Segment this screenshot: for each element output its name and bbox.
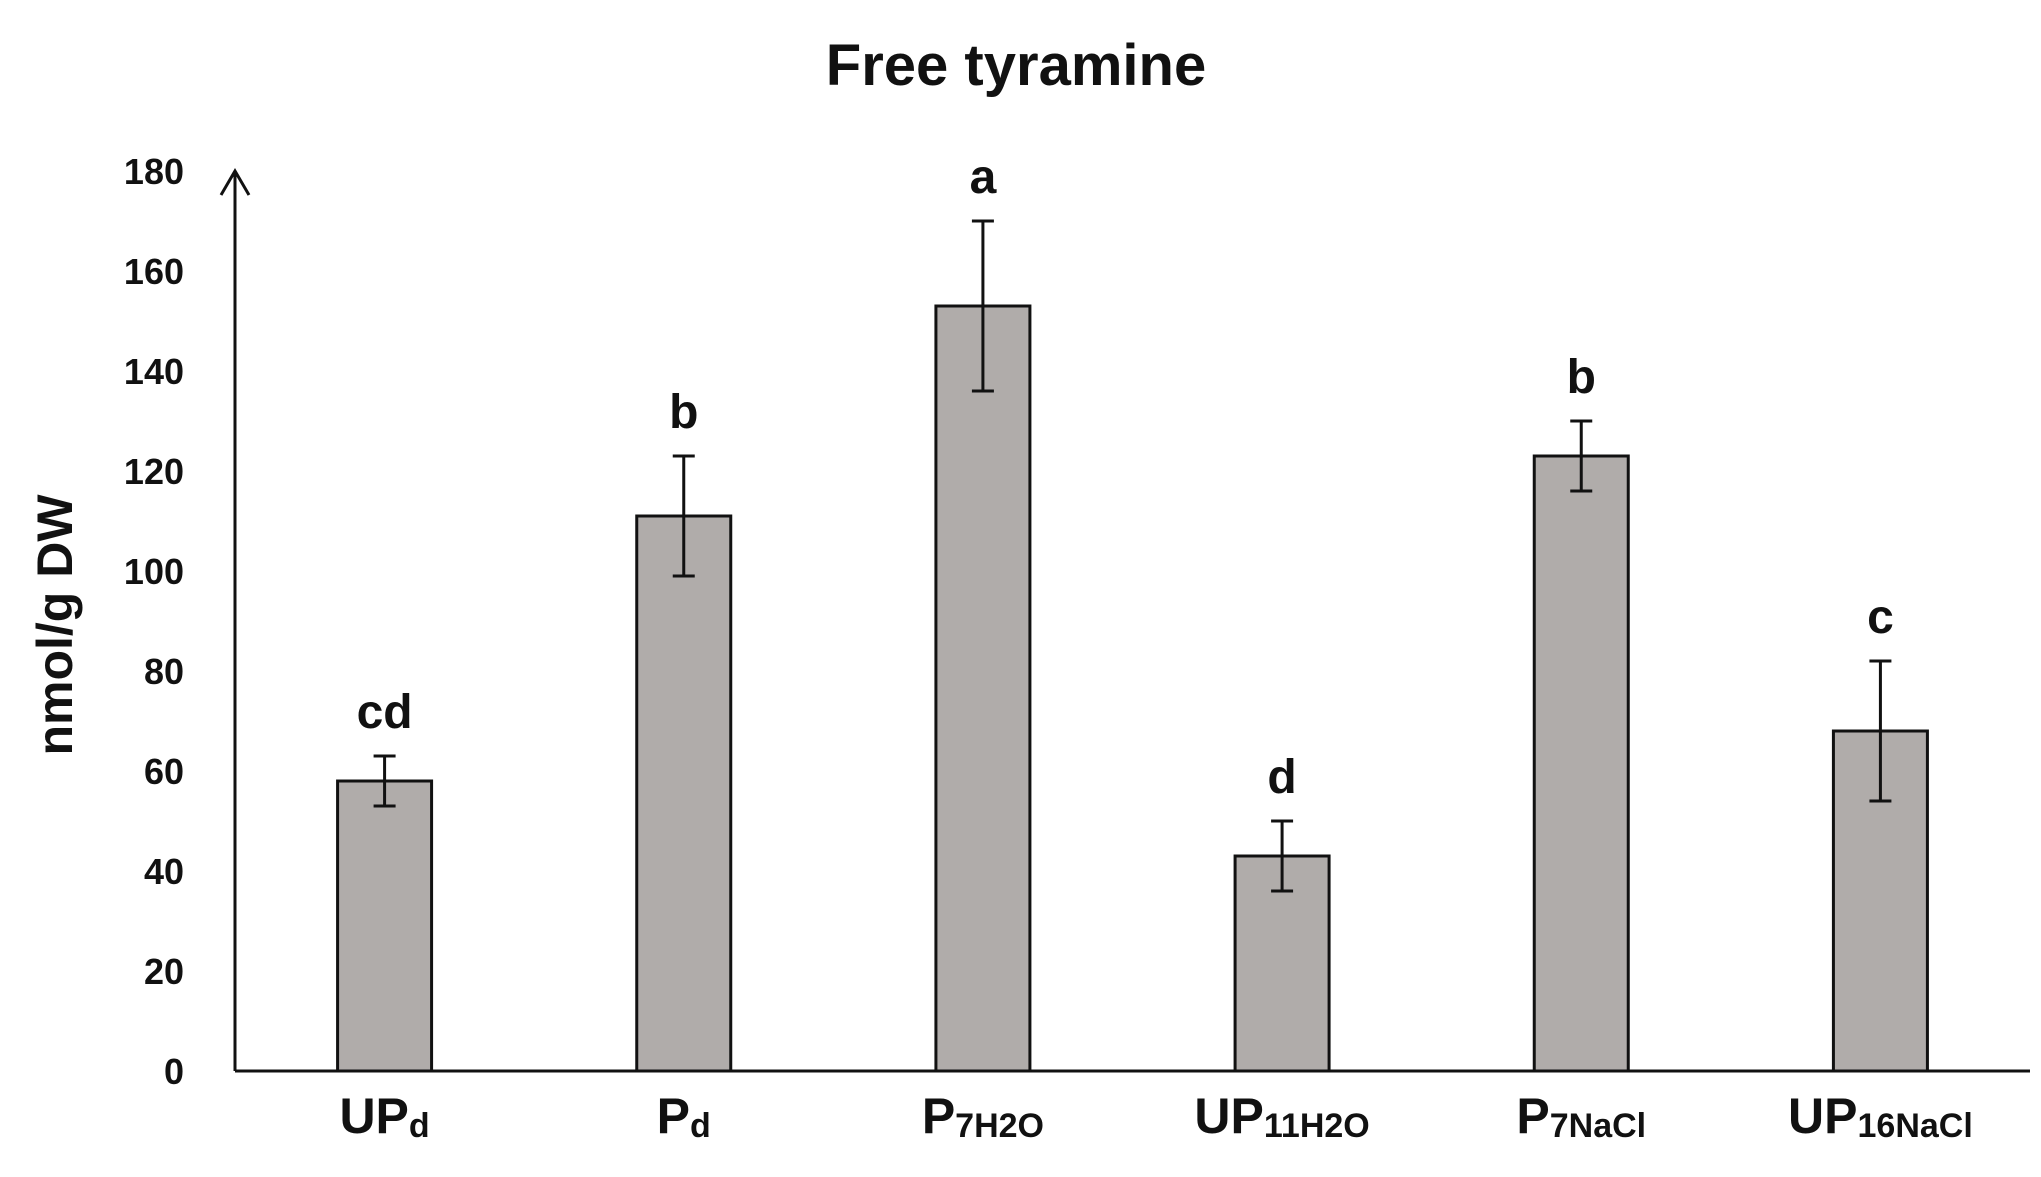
y-tick-label: 100 — [124, 551, 184, 592]
x-tick-label: P7H2O — [922, 1088, 1044, 1145]
error-bar — [672, 454, 695, 578]
error-bar — [373, 754, 396, 808]
significance-letter: b — [669, 386, 698, 439]
error-bar — [971, 219, 994, 393]
x-tick-label: P7NaCl — [1516, 1088, 1646, 1145]
y-axis-label: nmol/g DW — [27, 494, 83, 756]
significance-letter: cd — [357, 686, 413, 739]
x-tick-label: UP11H2O — [1194, 1088, 1369, 1145]
significance-letter: a — [970, 151, 997, 204]
significance-letter: d — [1267, 751, 1296, 804]
chart-title: Free tyramine — [826, 33, 1206, 98]
y-axis-arrow — [219, 168, 251, 196]
significance-letter: c — [1867, 591, 1894, 644]
y-tick-label: 80 — [144, 651, 184, 692]
bar — [1532, 454, 1630, 1073]
error-bar — [1570, 419, 1593, 493]
plot-area: 0 20 40 60 80 100 120 140 160 180 cd UPd b Pd a P7H2O d U… — [124, 151, 2030, 1145]
bar — [336, 779, 434, 1073]
x-tick-label: UPd — [339, 1088, 429, 1145]
y-tick-label: 40 — [144, 851, 184, 892]
significance-letter: b — [1567, 351, 1596, 404]
y-tick-label: 20 — [144, 951, 184, 992]
y-tick-label: 140 — [124, 351, 184, 392]
x-tick-label: UP16NaCl — [1788, 1088, 1973, 1145]
error-bar — [1271, 819, 1294, 893]
bar — [635, 514, 733, 1073]
bar — [934, 304, 1032, 1073]
error-bar — [1869, 659, 1892, 803]
x-tick-label: Pd — [657, 1088, 711, 1145]
y-tick-label: 0 — [164, 1051, 184, 1092]
y-tick-label: 120 — [124, 451, 184, 492]
y-tick-label: 180 — [124, 151, 184, 192]
y-tick-label: 160 — [124, 251, 184, 292]
y-tick-label: 60 — [144, 751, 184, 792]
